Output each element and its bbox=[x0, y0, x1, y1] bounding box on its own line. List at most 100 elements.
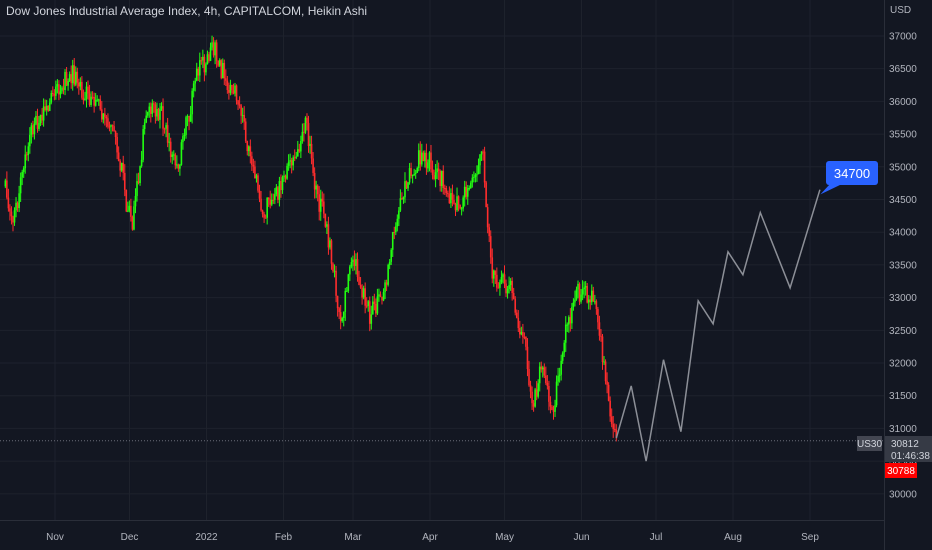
candle-body bbox=[16, 202, 19, 209]
candle-body bbox=[318, 194, 321, 212]
candle-body bbox=[56, 84, 59, 87]
x-tick-label: Dec bbox=[121, 532, 139, 543]
candle-body bbox=[194, 80, 196, 84]
candle bbox=[329, 237, 331, 250]
currency-label[interactable]: USD bbox=[890, 5, 912, 16]
candle-body bbox=[298, 149, 301, 152]
candle-body bbox=[203, 56, 206, 73]
candle bbox=[410, 162, 412, 179]
candle bbox=[569, 308, 572, 332]
candle bbox=[19, 172, 22, 202]
candle bbox=[382, 288, 385, 302]
candle bbox=[509, 278, 512, 291]
candle-body bbox=[345, 290, 348, 292]
candle-body bbox=[65, 71, 68, 86]
candle-body bbox=[431, 169, 434, 176]
candle bbox=[203, 54, 206, 82]
candle-body bbox=[261, 210, 264, 215]
candle bbox=[342, 311, 345, 327]
candle bbox=[261, 209, 264, 218]
candle-body bbox=[421, 152, 423, 165]
candle bbox=[367, 299, 370, 312]
candle bbox=[364, 282, 366, 314]
candle bbox=[439, 169, 441, 192]
candle-body bbox=[179, 164, 181, 169]
candle bbox=[496, 267, 498, 292]
candle bbox=[480, 151, 483, 162]
candle-body bbox=[506, 288, 509, 294]
candle-body bbox=[532, 403, 535, 407]
candle bbox=[323, 193, 325, 219]
candle-body bbox=[350, 262, 353, 267]
candle-body bbox=[440, 170, 443, 186]
candle-body bbox=[344, 290, 347, 312]
candle-body bbox=[505, 283, 507, 294]
countdown-timer: 01:46:38 bbox=[891, 451, 930, 462]
candle-body bbox=[526, 346, 529, 370]
candle bbox=[78, 78, 80, 95]
candle-body bbox=[296, 149, 299, 157]
candle-body bbox=[277, 187, 279, 200]
candle bbox=[372, 296, 374, 315]
candle-body bbox=[511, 280, 513, 294]
candle bbox=[88, 84, 91, 107]
candle bbox=[42, 98, 45, 127]
candle-body bbox=[398, 210, 400, 219]
candle-body bbox=[436, 168, 438, 173]
candle-body bbox=[394, 226, 397, 233]
candle-body bbox=[529, 385, 532, 392]
candle bbox=[225, 69, 227, 87]
candle bbox=[293, 149, 296, 162]
candle-body bbox=[107, 118, 109, 127]
candle-body bbox=[82, 97, 85, 101]
candle bbox=[24, 145, 27, 174]
candle bbox=[51, 86, 54, 97]
candle bbox=[543, 363, 546, 379]
candle bbox=[454, 202, 457, 217]
candle bbox=[59, 84, 62, 99]
candle-body bbox=[4, 180, 7, 187]
candle-body bbox=[609, 400, 611, 417]
candle bbox=[177, 163, 180, 172]
candle bbox=[39, 114, 42, 127]
candle bbox=[159, 103, 161, 129]
candle bbox=[200, 56, 203, 65]
candle bbox=[249, 139, 252, 164]
candle bbox=[244, 118, 247, 143]
candle bbox=[263, 211, 265, 223]
candle bbox=[336, 295, 339, 317]
candle-body bbox=[36, 115, 39, 129]
candle bbox=[303, 123, 305, 142]
candle bbox=[398, 207, 400, 227]
candle bbox=[563, 340, 566, 357]
candle-body bbox=[399, 198, 402, 211]
candle bbox=[56, 79, 59, 94]
chart-title[interactable]: Dow Jones Industrial Average Index, 4h, … bbox=[6, 4, 368, 18]
candle bbox=[123, 164, 126, 197]
candle-body bbox=[391, 232, 394, 250]
candle-body bbox=[572, 302, 575, 308]
candle-body bbox=[419, 150, 422, 165]
candle bbox=[151, 99, 154, 118]
candle-body bbox=[382, 292, 385, 301]
candle bbox=[319, 189, 322, 221]
candle bbox=[38, 115, 40, 132]
candle bbox=[430, 144, 432, 173]
candle bbox=[165, 122, 167, 138]
candle bbox=[523, 332, 526, 340]
candle-body bbox=[306, 117, 308, 123]
candle bbox=[462, 195, 464, 212]
candle-body bbox=[465, 186, 468, 197]
candle-body bbox=[246, 141, 249, 152]
candle-body bbox=[434, 172, 437, 180]
candle-body bbox=[53, 93, 56, 96]
candle bbox=[315, 180, 317, 199]
candle bbox=[290, 157, 293, 174]
candle bbox=[381, 296, 383, 305]
candle-body bbox=[295, 156, 298, 158]
candle bbox=[12, 215, 14, 232]
candle-body bbox=[534, 389, 536, 407]
candle bbox=[162, 98, 164, 137]
